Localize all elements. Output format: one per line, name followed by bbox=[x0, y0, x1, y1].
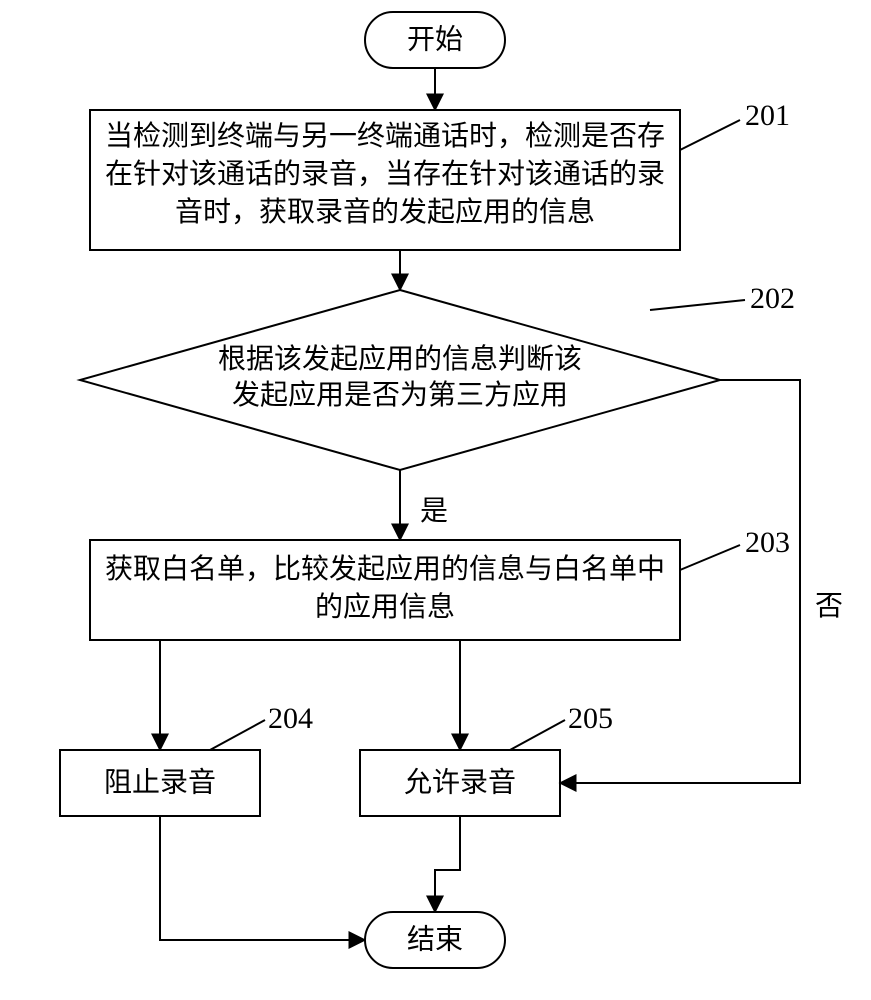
n202-line0: 根据该发起应用的信息判断该 bbox=[218, 343, 582, 375]
n203-line1: 的应用信息 bbox=[315, 591, 455, 623]
end-label: 结束 bbox=[407, 924, 463, 956]
num-204: 204 bbox=[268, 702, 313, 735]
n205-line0: 允许录音 bbox=[404, 767, 516, 799]
leader-203 bbox=[680, 545, 740, 570]
n201-line0: 当检测到终端与另一终端通话时，检测是否存 bbox=[105, 120, 665, 152]
start-node: 开始 bbox=[365, 12, 505, 68]
node-204: 阻止录音 bbox=[60, 750, 260, 816]
n203-line0: 获取白名单，比较发起应用的信息与白名单中 bbox=[105, 553, 665, 585]
n201-line2: 音时，获取录音的发起应用的信息 bbox=[175, 196, 595, 228]
num-202: 202 bbox=[750, 282, 795, 315]
edge-204-end bbox=[160, 816, 365, 940]
node-205: 允许录音 bbox=[360, 750, 560, 816]
edge-202-205-no-label: 否 bbox=[815, 591, 843, 622]
n202-line1: 发起应用是否为第三方应用 bbox=[232, 379, 568, 411]
num-201: 201 bbox=[745, 99, 790, 132]
end-node: 结束 bbox=[365, 912, 505, 968]
node-201: 当检测到终端与另一终端通话时，检测是否存 在针对该通话的录音，当存在针对该通话的… bbox=[90, 110, 680, 250]
node-202: 根据该发起应用的信息判断该 发起应用是否为第三方应用 bbox=[80, 290, 720, 470]
flowchart: 开始 当检测到终端与另一终端通话时，检测是否存 在针对该通话的录音，当存在针对该… bbox=[0, 0, 871, 1000]
leader-201 bbox=[680, 120, 740, 150]
num-205: 205 bbox=[568, 702, 613, 735]
edge-202-203-label: 是 bbox=[420, 496, 448, 527]
start-label: 开始 bbox=[407, 24, 463, 56]
leader-204 bbox=[210, 720, 265, 750]
n204-line0: 阻止录音 bbox=[104, 767, 216, 799]
leader-205 bbox=[510, 720, 565, 750]
leader-202 bbox=[650, 300, 745, 310]
edge-205-end bbox=[435, 816, 460, 912]
node-203: 获取白名单，比较发起应用的信息与白名单中 的应用信息 bbox=[90, 540, 680, 640]
n201-line1: 在针对该通话的录音，当存在针对该通话的录 bbox=[105, 158, 665, 190]
num-203: 203 bbox=[745, 526, 790, 559]
